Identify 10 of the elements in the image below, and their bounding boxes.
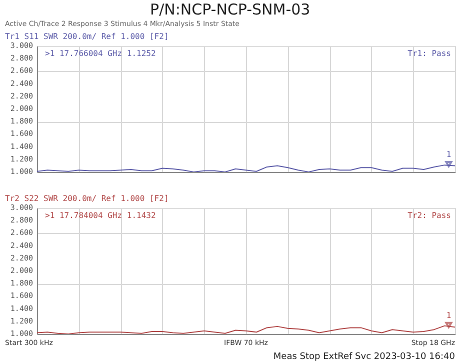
- annotation: 1: [446, 310, 452, 320]
- annotation: >1 17.766004 GHz 1.1252: [45, 49, 156, 58]
- annotation: >1 17.784004 GHz 1.1432: [45, 211, 156, 220]
- chart-subtitle: Tr1 S11 SWR 200.0m/ Ref 1.000 [F2]: [5, 32, 169, 41]
- chart-subtitle: Tr2 S22 SWR 200.0m/ Ref 1.000 [F2]: [5, 194, 169, 203]
- text: Meas Stop ExtRef Svc 2023-03-10 16:40: [273, 352, 456, 362]
- annotation: Tr2: Pass: [408, 211, 452, 220]
- annotation: Tr1: Pass: [408, 49, 452, 58]
- chart-title: P/N:NCP-NCP-SNM-03: [150, 0, 310, 18]
- annotation: 1: [446, 150, 452, 160]
